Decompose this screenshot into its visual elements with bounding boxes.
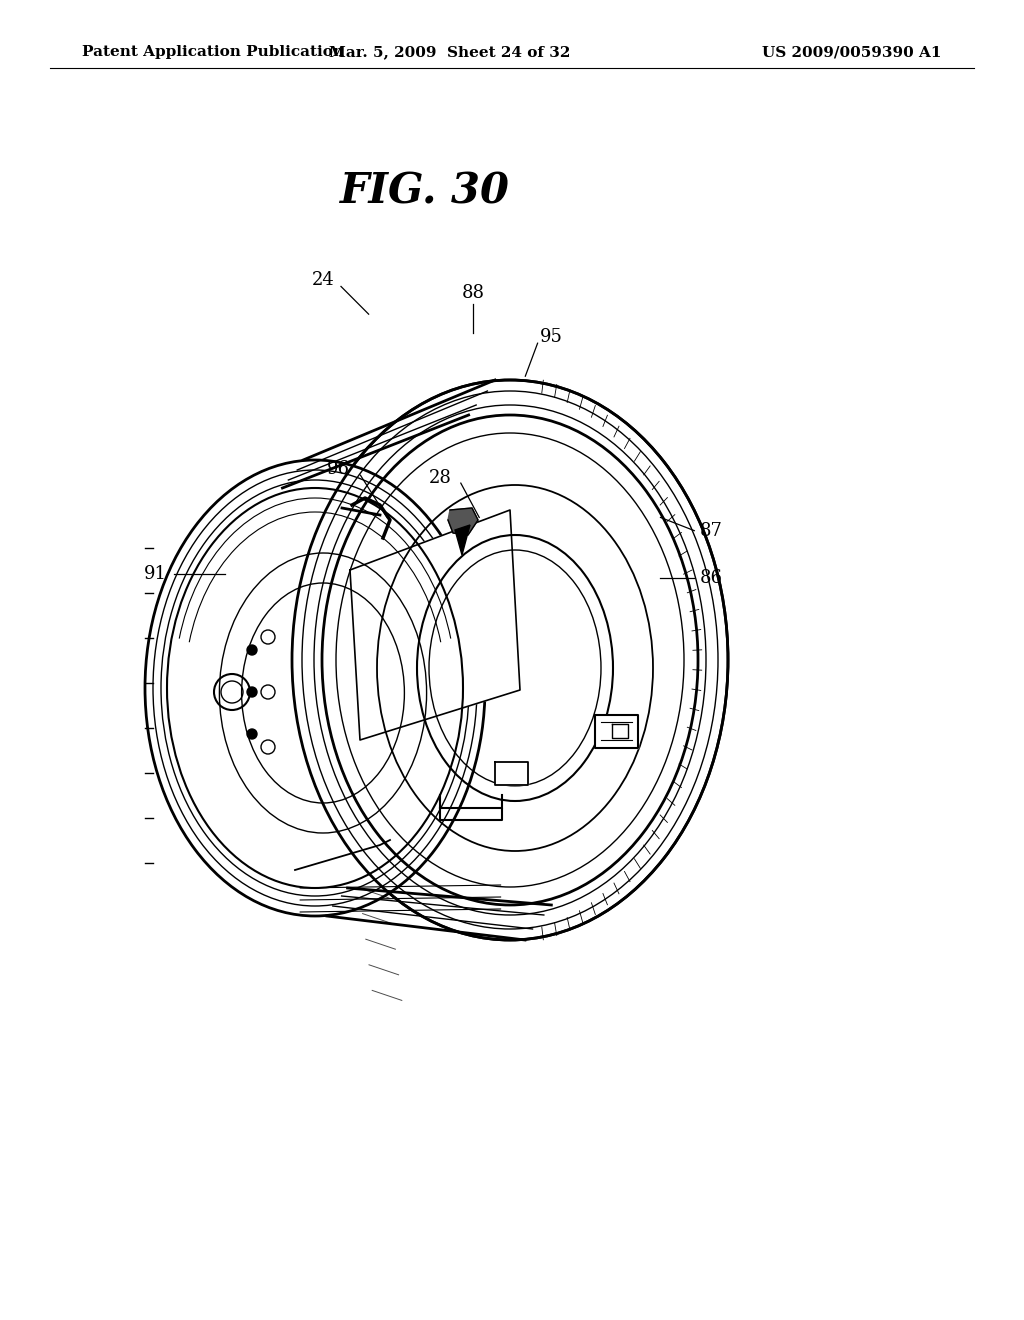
- Text: 91: 91: [144, 565, 167, 583]
- Text: Patent Application Publication: Patent Application Publication: [82, 45, 344, 59]
- Text: 24: 24: [312, 271, 335, 289]
- Text: 28: 28: [429, 469, 452, 487]
- Text: 95: 95: [540, 327, 562, 346]
- Text: FIG. 30: FIG. 30: [340, 170, 510, 213]
- Ellipse shape: [145, 459, 485, 916]
- Polygon shape: [455, 525, 470, 554]
- Polygon shape: [595, 715, 638, 748]
- Polygon shape: [495, 762, 528, 785]
- Ellipse shape: [167, 488, 463, 888]
- Circle shape: [247, 686, 257, 697]
- Text: 86: 86: [700, 569, 723, 587]
- Ellipse shape: [292, 380, 728, 940]
- Text: 96: 96: [327, 459, 349, 478]
- Polygon shape: [449, 508, 478, 535]
- Circle shape: [247, 645, 257, 655]
- Text: Mar. 5, 2009  Sheet 24 of 32: Mar. 5, 2009 Sheet 24 of 32: [330, 45, 570, 59]
- Text: 88: 88: [462, 284, 484, 302]
- Circle shape: [247, 729, 257, 739]
- Polygon shape: [350, 510, 520, 741]
- Text: 87: 87: [700, 521, 723, 540]
- Text: US 2009/0059390 A1: US 2009/0059390 A1: [763, 45, 942, 59]
